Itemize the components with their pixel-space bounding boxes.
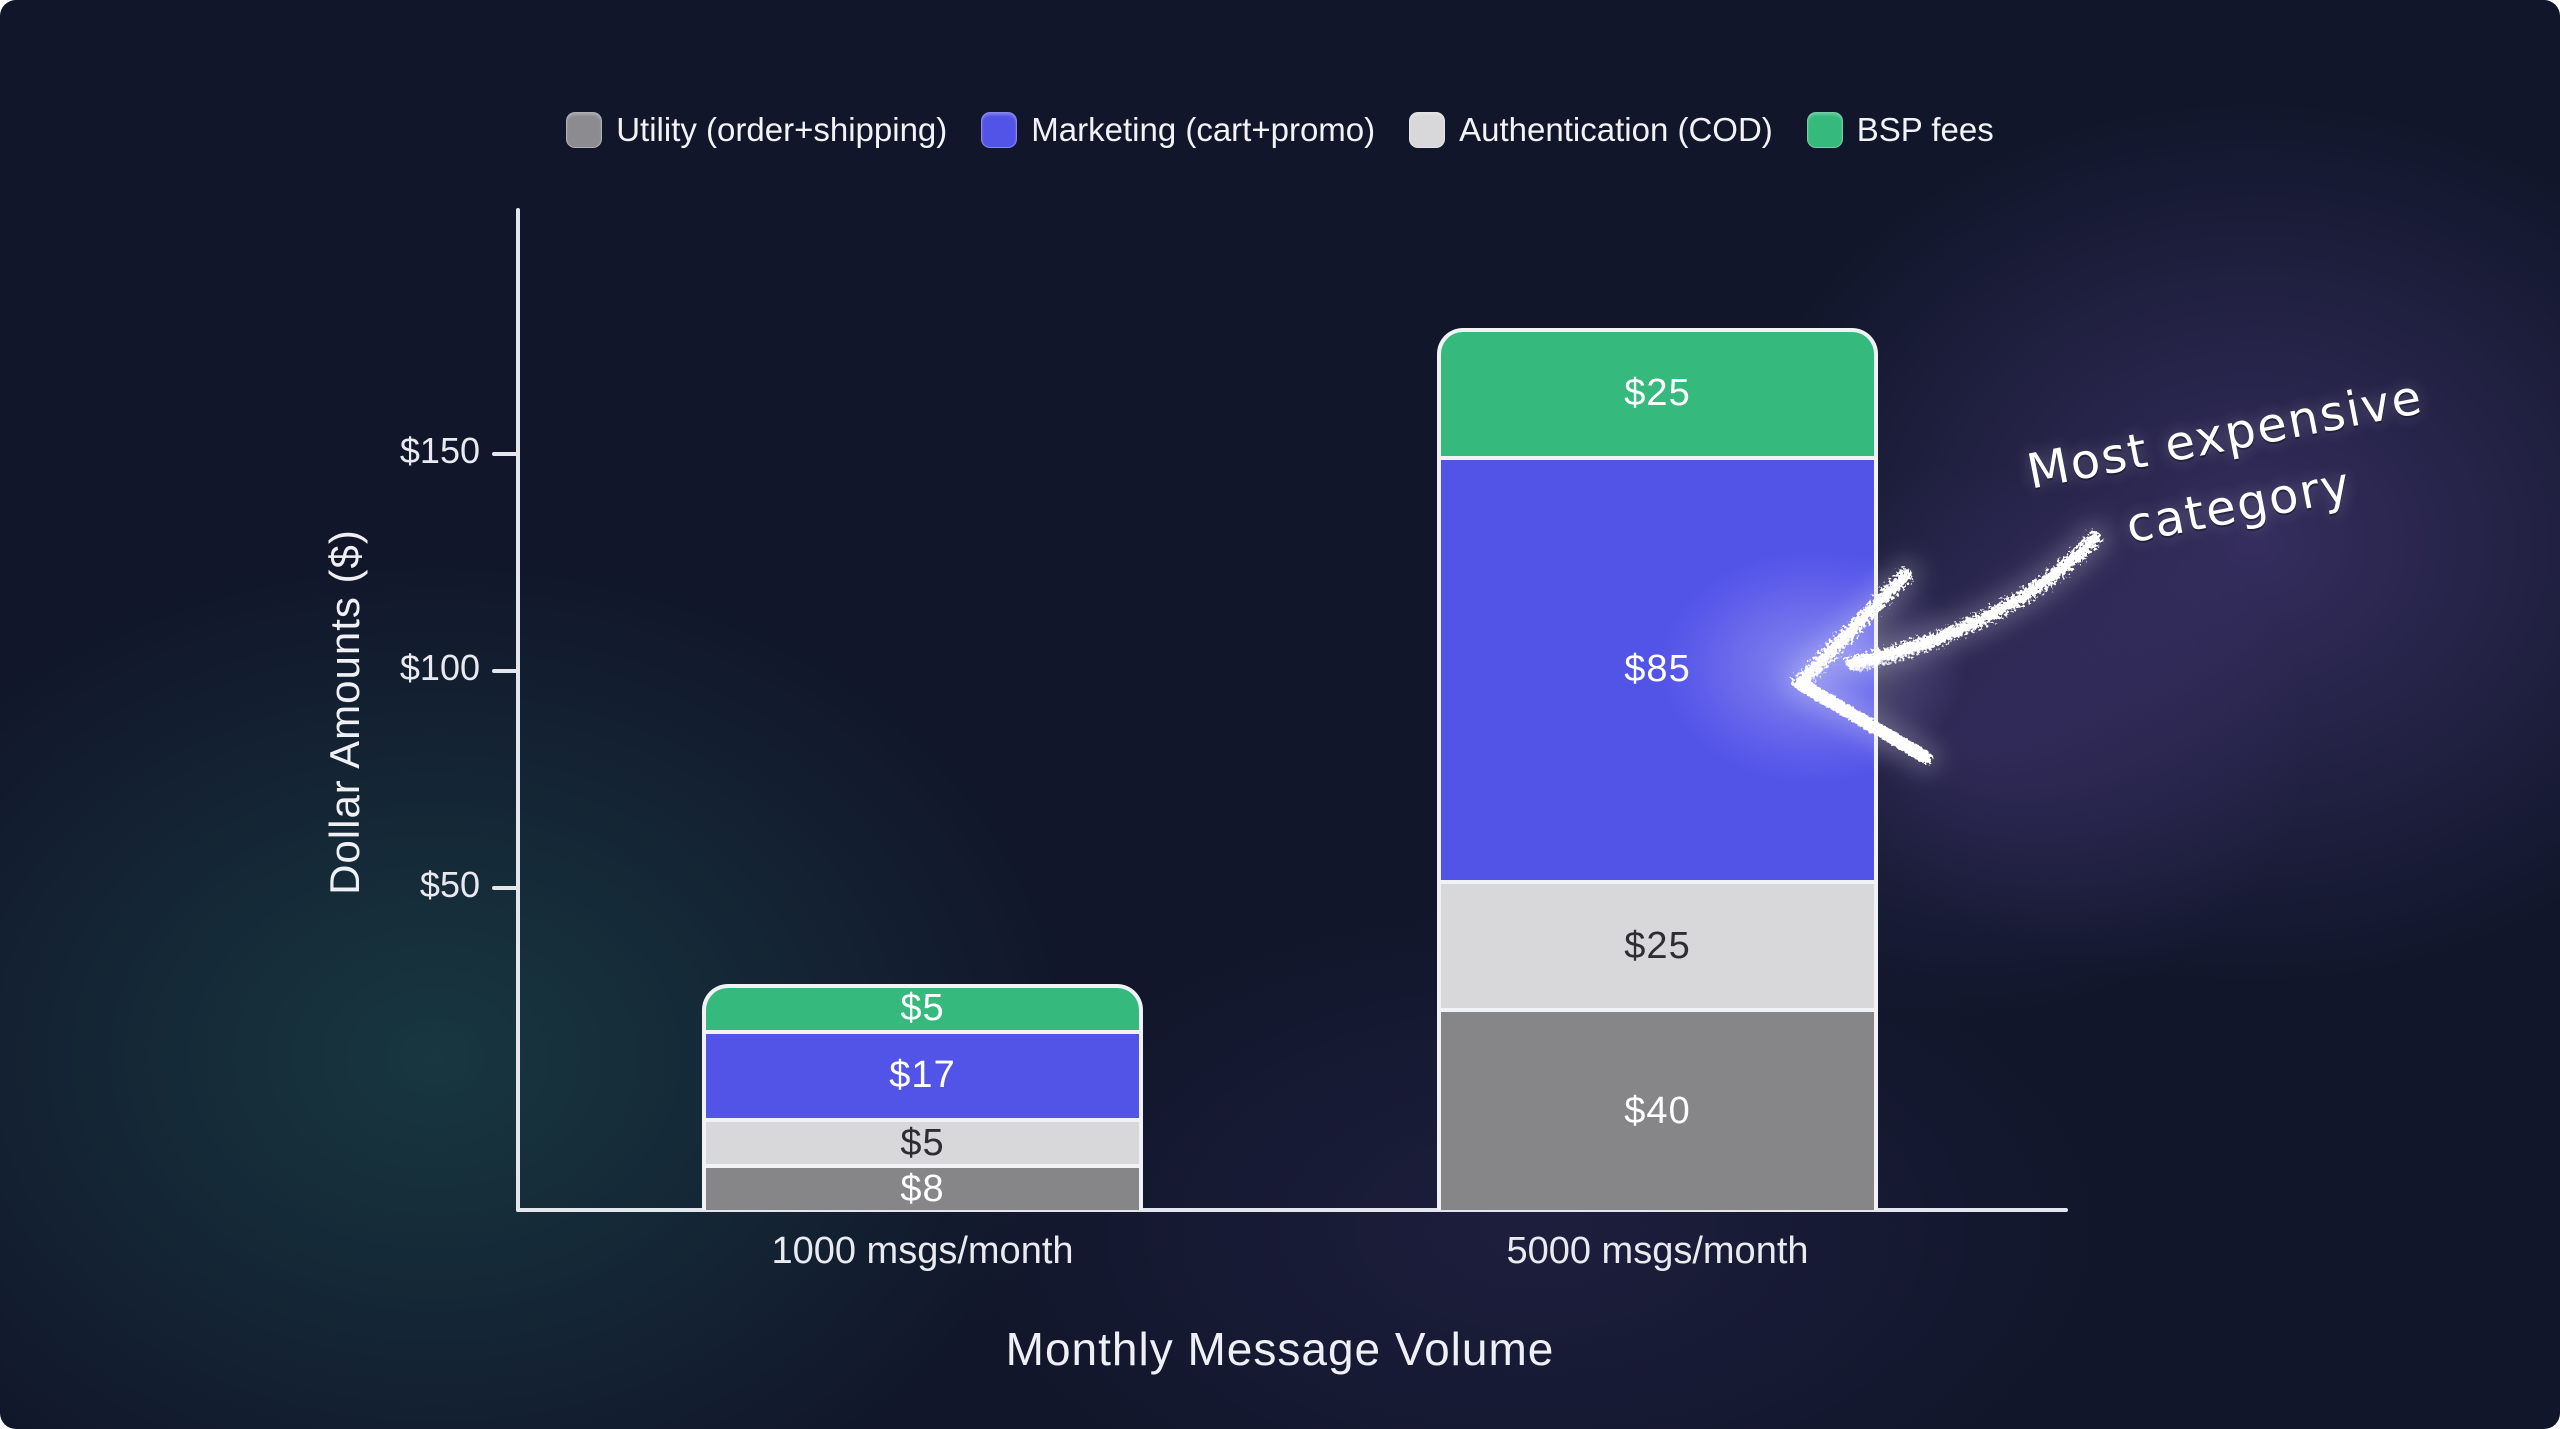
bar-segment-label: $17	[889, 1054, 956, 1097]
stacked-bar: $25 $85 $25 $40	[1437, 327, 1878, 1210]
legend-label: Utility (order+shipping)	[616, 111, 948, 148]
y-axis-tick	[492, 452, 520, 456]
legend-swatch	[566, 112, 603, 148]
legend: Utility (order+shipping) Marketing (cart+…	[0, 108, 2560, 152]
y-axis-tick-label: $100	[399, 647, 480, 688]
category-label: 5000 msgs/month	[1506, 1230, 1809, 1272]
y-axis-line	[516, 208, 520, 1212]
y-axis-tick	[492, 886, 520, 890]
bar-segment-label: $85	[1624, 648, 1691, 691]
bar-segment: $5	[706, 1122, 1139, 1164]
bar-segment: $17	[706, 1033, 1139, 1118]
y-axis-tick-label: $150	[399, 430, 480, 471]
legend-label: Marketing (cart+promo)	[1031, 111, 1376, 148]
legend-item: Utility (order+shipping)	[566, 111, 947, 149]
annotation: Most expensive category	[2002, 357, 2461, 582]
legend-item: Authentication (COD)	[1409, 111, 1773, 149]
legend-item: Marketing (cart+promo)	[981, 111, 1375, 149]
bar-segment-label: $25	[1624, 372, 1691, 415]
legend-swatch	[981, 112, 1018, 148]
y-axis-tick-label: $50	[419, 864, 480, 905]
y-axis-tick	[492, 669, 520, 673]
bar-segment: $40	[1441, 1012, 1874, 1210]
bar-segment: $8	[706, 1168, 1139, 1210]
category-label: 1000 msgs/month	[771, 1230, 1074, 1272]
bar-segment-label: $5	[900, 1121, 945, 1164]
bar-segment-label: $5	[900, 987, 945, 1030]
x-axis-line	[516, 1208, 2068, 1212]
legend-label: Authentication (COD)	[1459, 111, 1773, 148]
x-axis-title: Monthly Message Volume	[1005, 1323, 1555, 1375]
stacked-bar: $5 $17 $5 $8	[702, 983, 1143, 1210]
bar-segment: $85	[1441, 459, 1874, 881]
bar-segment: $25	[1441, 884, 1874, 1008]
bar-segment-label: $25	[1624, 924, 1691, 967]
legend-label: BSP fees	[1856, 111, 1994, 148]
bar-segment-label: $40	[1624, 1089, 1691, 1132]
bar-segment: $25	[1441, 331, 1874, 456]
bar-segment-label: $8	[900, 1167, 945, 1210]
y-axis-title: Dollar Amounts ($)	[321, 529, 368, 895]
legend-swatch	[1409, 112, 1446, 148]
legend-item: BSP fees	[1806, 111, 1994, 149]
legend-swatch	[1806, 112, 1843, 148]
bar-segment: $5	[706, 987, 1139, 1030]
